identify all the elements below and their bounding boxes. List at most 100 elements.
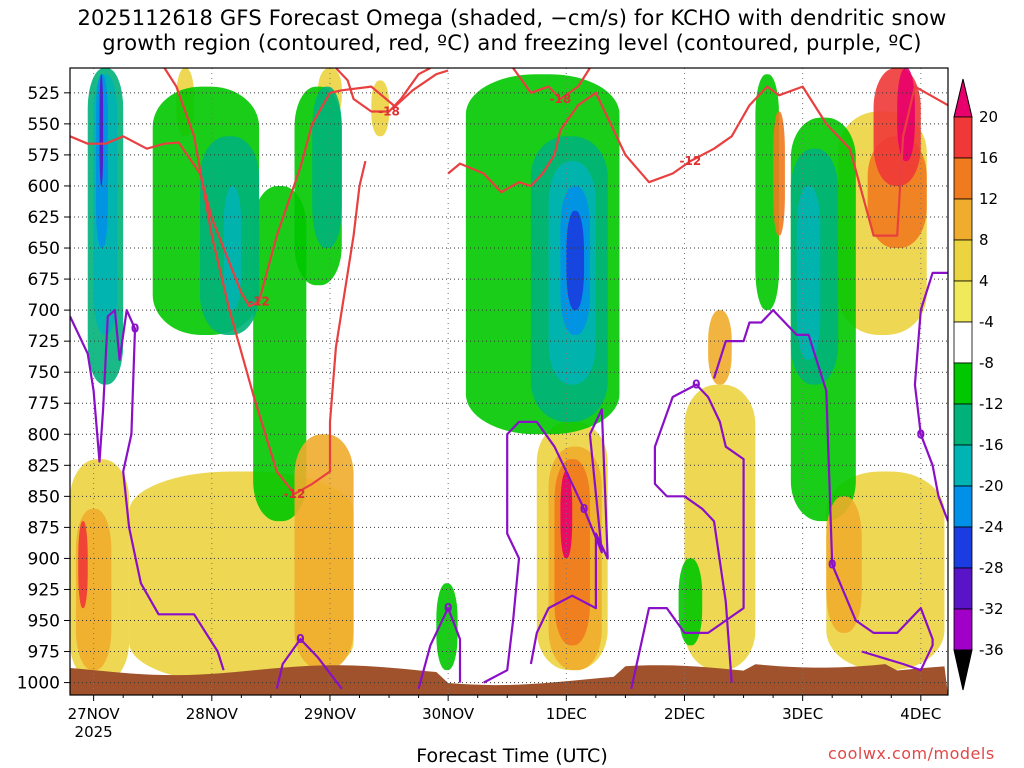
omega-region bbox=[796, 185, 821, 360]
contour-label: -12 bbox=[284, 487, 306, 501]
colorbar-top-arrow bbox=[953, 78, 973, 118]
y-tick-label: 625 bbox=[28, 208, 60, 228]
colorbar-segment bbox=[953, 485, 973, 528]
colorbar-segment bbox=[953, 526, 973, 569]
colorbar-segment bbox=[953, 239, 973, 282]
colorbar-segment bbox=[953, 280, 973, 323]
x-tick-sublabel: 2025 bbox=[75, 723, 113, 741]
colorbar-label: -12 bbox=[979, 395, 1004, 413]
omega-region bbox=[78, 521, 88, 609]
omega-region bbox=[436, 583, 458, 671]
y-tick-label: 925 bbox=[28, 580, 60, 600]
contour-line bbox=[483, 408, 609, 684]
contour-line bbox=[70, 309, 225, 671]
colorbar-segment bbox=[953, 198, 973, 241]
contour-label: -12 bbox=[248, 294, 270, 308]
omega-region bbox=[99, 74, 104, 186]
colorbar-label: 4 bbox=[979, 272, 989, 290]
omega-region bbox=[826, 496, 862, 633]
omega-region bbox=[566, 210, 585, 311]
chart-title-line2: growth region (contoured, red, ºC) and f… bbox=[102, 31, 922, 55]
contour-label: 0 bbox=[444, 601, 452, 615]
y-tick-label: 1000 bbox=[17, 674, 60, 694]
x-tick-label: 4DEC bbox=[900, 705, 941, 723]
colorbar-label: -20 bbox=[979, 477, 1004, 495]
y-tick-label: 975 bbox=[28, 643, 60, 663]
y-tick-label: 825 bbox=[28, 456, 60, 476]
colorbar-bottom-arrow bbox=[953, 649, 973, 691]
y-tick-label: 800 bbox=[28, 425, 60, 445]
colorbar-label: -24 bbox=[979, 518, 1004, 536]
y-tick-label: 575 bbox=[28, 146, 60, 166]
y-tick-label: 600 bbox=[28, 177, 60, 197]
contour-line bbox=[630, 383, 745, 690]
contour-line bbox=[163, 68, 367, 495]
contour-line bbox=[712, 309, 934, 672]
y-tick-label: 650 bbox=[28, 239, 60, 259]
plot-frame bbox=[69, 67, 949, 696]
omega-shading-layer bbox=[70, 68, 945, 683]
colorbar-segment bbox=[953, 321, 973, 364]
omega-region bbox=[554, 459, 590, 646]
y-tick-label: 675 bbox=[28, 270, 60, 290]
contour-label: 0 bbox=[580, 502, 588, 516]
contour-layer bbox=[70, 68, 948, 690]
colorbar-segment bbox=[953, 608, 973, 651]
contour-line bbox=[512, 68, 591, 101]
x-tick-label: 30NOV bbox=[422, 705, 475, 723]
omega-region bbox=[755, 74, 780, 311]
y-tick-label: 700 bbox=[28, 301, 60, 321]
contour-label: -18 bbox=[378, 104, 400, 118]
y-tick-label: 525 bbox=[28, 84, 60, 104]
colorbar: 20 16 12 8 4 -4 -8 -12 -16 -20 -24 -28 -32 -36 bbox=[953, 78, 1004, 691]
colorbar-label: 20 bbox=[979, 108, 998, 126]
contour-line bbox=[70, 69, 449, 308]
x-tick-label: 2DEC bbox=[664, 705, 705, 723]
contour-line bbox=[913, 271, 948, 522]
contour-label: 0 bbox=[828, 558, 836, 572]
colorbar-segment bbox=[953, 403, 973, 446]
chart-title-line1: 2025112618 GFS Forecast Omega (shaded, −… bbox=[77, 6, 947, 30]
x-tick-label: 3DEC bbox=[782, 705, 823, 723]
colorbar-label: -4 bbox=[979, 313, 994, 331]
y-tick-label: 850 bbox=[28, 487, 60, 507]
contour-label: -12 bbox=[680, 154, 702, 168]
omega-region bbox=[897, 68, 915, 162]
colorbar-segment bbox=[953, 444, 973, 487]
y-tick-label: 775 bbox=[28, 394, 60, 414]
x-tick-label: 28NOV bbox=[186, 705, 239, 723]
contour-line bbox=[275, 638, 343, 690]
contour-label: 0 bbox=[917, 427, 925, 441]
omega-region bbox=[294, 434, 354, 671]
contour-label: 0 bbox=[296, 632, 304, 646]
y-tick-label: 725 bbox=[28, 332, 60, 352]
colorbar-label: -36 bbox=[979, 641, 1004, 659]
colorbar-label: 8 bbox=[979, 231, 989, 249]
x-tick-label: 29NOV bbox=[304, 705, 357, 723]
contour-line bbox=[417, 607, 462, 690]
colorbar-label: -32 bbox=[979, 600, 1004, 618]
omega-region bbox=[560, 471, 573, 559]
contour-labels: -12 -12 -18 -12 -18 0 0 0 0 0 0 0 bbox=[131, 92, 925, 646]
contour-label: 0 bbox=[131, 322, 139, 336]
colorbar-label: -16 bbox=[979, 436, 1004, 454]
contour-label: -18 bbox=[550, 92, 572, 106]
omega-region bbox=[708, 310, 732, 385]
terrain-fill bbox=[70, 664, 948, 695]
credit-text[interactable]: coolwx.com/models bbox=[828, 744, 995, 763]
y-axis: 525 550 575 600 625 650 675 700 725 750 775 800 825 8… bbox=[17, 84, 70, 694]
omega-region bbox=[312, 86, 342, 249]
colorbar-label: 16 bbox=[979, 149, 998, 167]
colorbar-segment bbox=[953, 362, 973, 405]
omega-region bbox=[371, 80, 390, 137]
y-tick-label: 550 bbox=[28, 115, 60, 135]
colorbar-label: -8 bbox=[979, 354, 994, 372]
terrain-surface bbox=[70, 664, 948, 695]
y-tick-label: 950 bbox=[28, 612, 60, 632]
colorbar-label: -28 bbox=[979, 559, 1004, 577]
y-tick-label: 875 bbox=[28, 518, 60, 538]
x-tick-label: 27NOV bbox=[68, 705, 121, 723]
colorbar-segment bbox=[953, 157, 973, 200]
